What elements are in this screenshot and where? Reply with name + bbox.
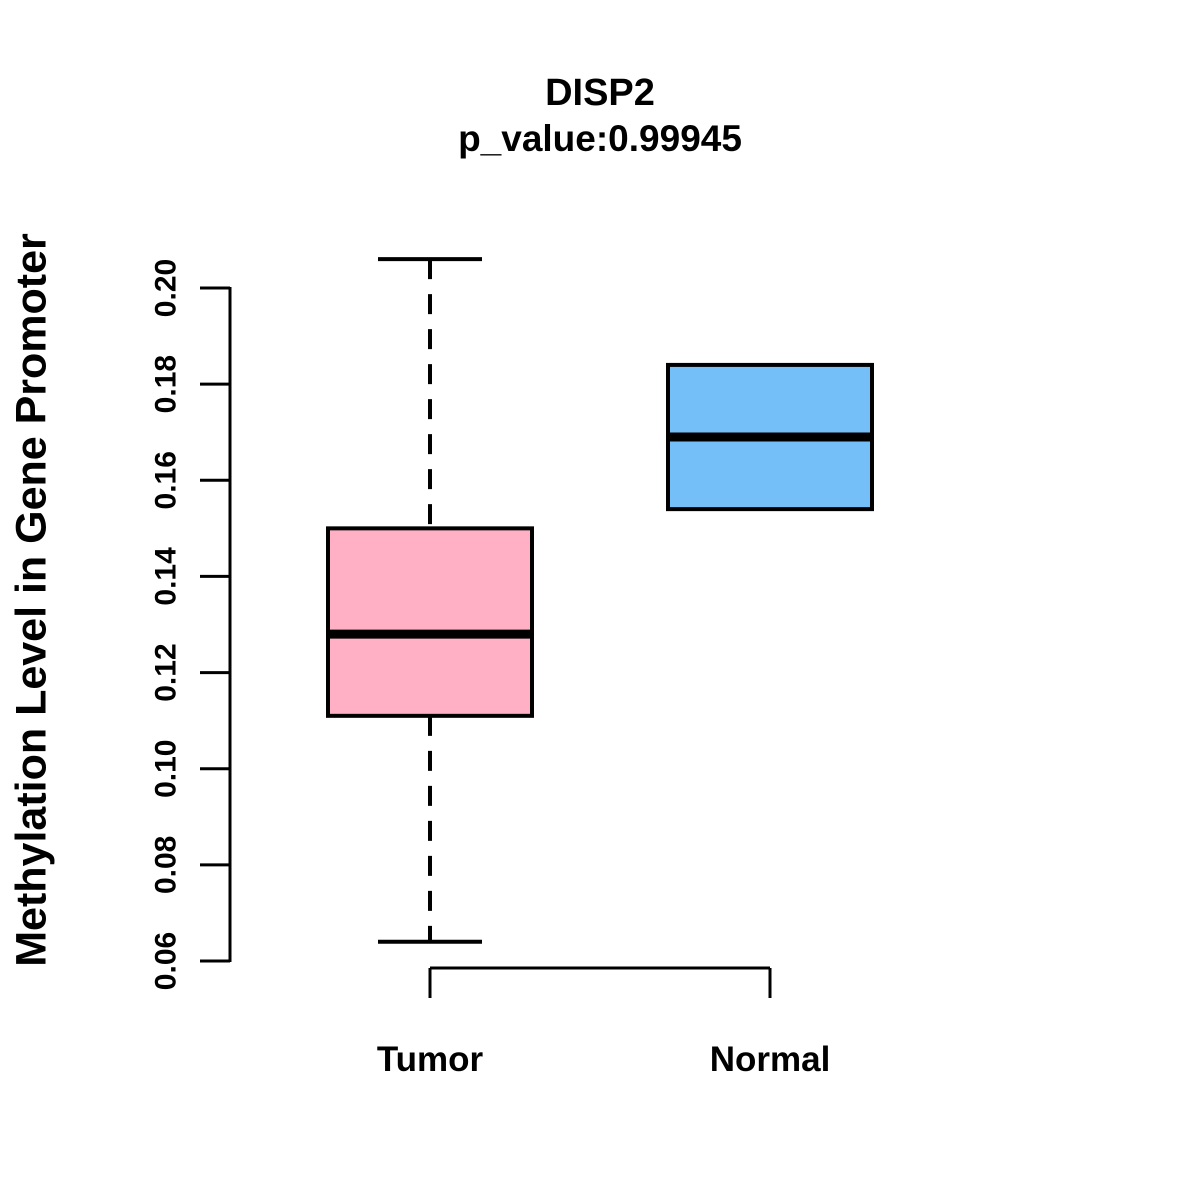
tumor-box [326,526,534,718]
chart-subtitle: p_value:0.99945 [458,118,742,159]
chart-title: DISP2 [545,72,655,114]
y-tick-label: 0.10 [150,740,183,798]
y-tick-label: 0.14 [150,547,183,606]
y-tick-label: 0.16 [150,451,183,509]
x-axis-label-normal: Normal [709,1040,831,1079]
y-tick-label: 0.18 [150,355,183,413]
y-tick-label: 0.12 [150,643,183,701]
y-tick-label: 0.20 [150,259,183,317]
y-tick-label: 0.08 [150,836,183,894]
y-tick-label: 0.06 [150,932,183,990]
x-axis-label-tumor: Tumor [376,1040,484,1079]
